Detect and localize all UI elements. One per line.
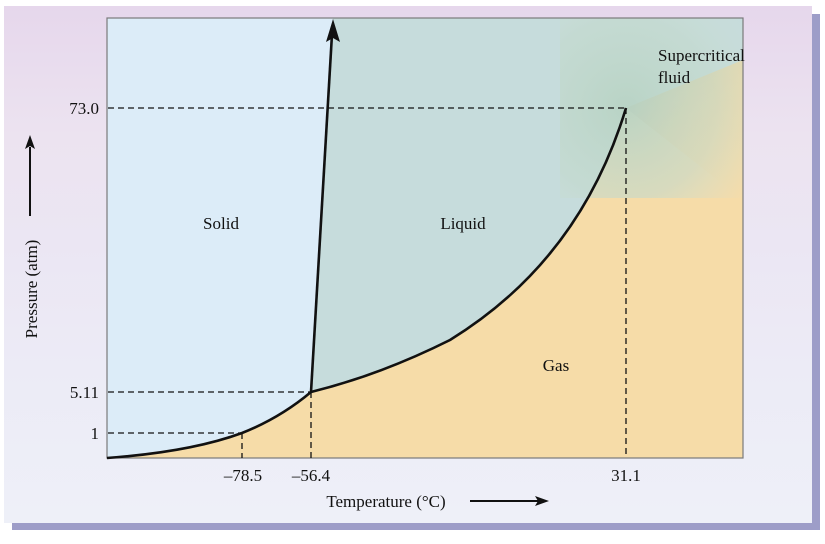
melting-curve-arrowhead [326, 19, 340, 42]
y-axis-label: Pressure (atm) [22, 240, 41, 339]
sublimation-curve [106, 391, 312, 460]
x-axis-arrowhead-icon [535, 496, 549, 506]
liquid-region [311, 18, 743, 392]
region-label-gas: Gas [543, 356, 569, 375]
y-tick-1: 1 [91, 424, 100, 443]
y-tick-5-11: 5.11 [70, 383, 99, 402]
y-axis-arrowhead-icon [25, 135, 35, 149]
solid-region [107, 18, 333, 458]
y-tick-73: 73.0 [69, 99, 99, 118]
x-tick-minus-78-5: –78.5 [223, 466, 262, 485]
region-label-supercritical-2: fluid [658, 68, 691, 87]
x-axis-label: Temperature (°C) [326, 492, 445, 511]
dashed-guides [108, 107, 627, 458]
region-label-liquid: Liquid [440, 214, 486, 233]
plot-border [106, 17, 744, 459]
supercritical-blend [626, 60, 743, 200]
x-tick-minus-56-4: –56.4 [291, 466, 331, 485]
melting-curve [309, 33, 334, 393]
region-label-supercritical-1: Supercritical [658, 46, 745, 65]
x-tick-31-1: 31.1 [611, 466, 641, 485]
region-label-solid: Solid [203, 214, 239, 233]
vaporization-curve [310, 107, 628, 394]
